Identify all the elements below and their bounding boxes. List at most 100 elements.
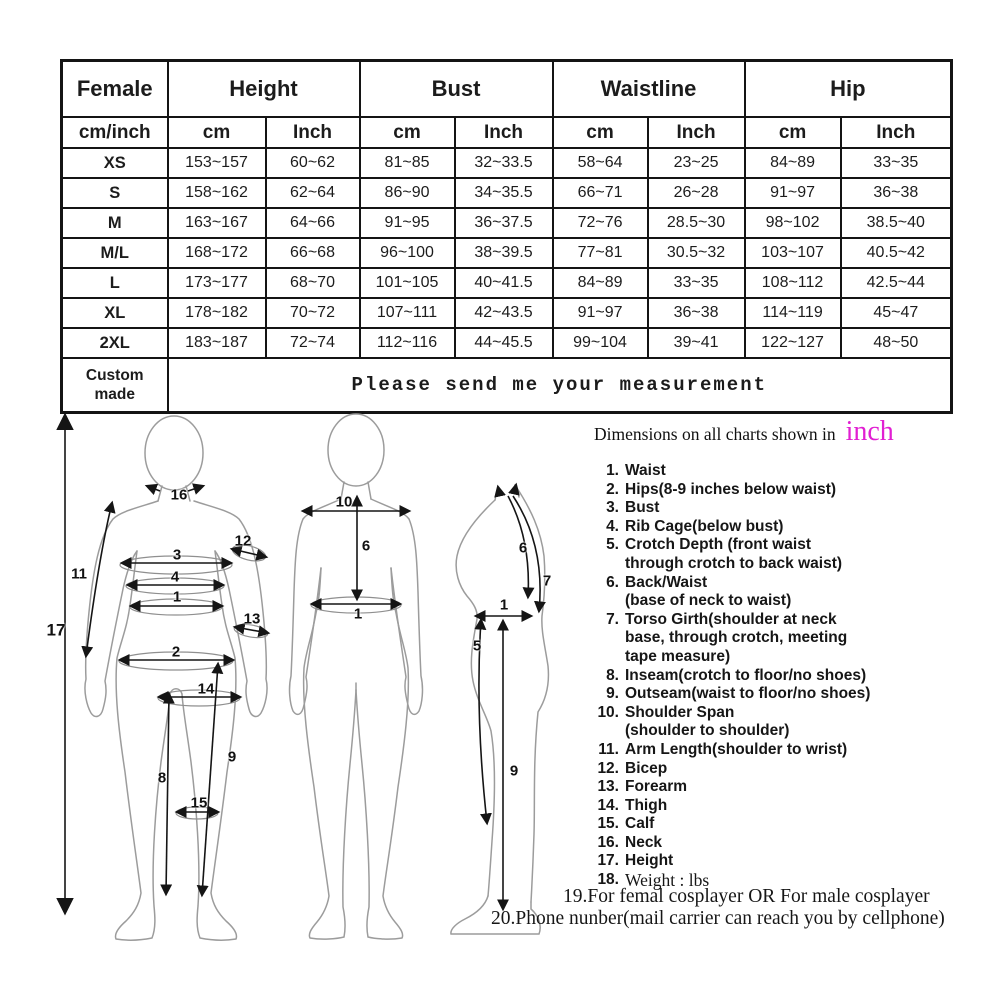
table-cell: 173~177 — [166, 267, 267, 299]
size-label: XL — [60, 297, 169, 329]
legend-item: 8. Inseam(crotch to floor/no shoes) — [592, 667, 992, 686]
legend-item-number: 5. — [606, 536, 619, 554]
legend-item-number: 13. — [597, 778, 619, 796]
legend-item-number: 11. — [598, 740, 619, 758]
table-cell: 45~47 — [839, 297, 953, 329]
table-cell: 66~68 — [264, 237, 361, 269]
table-cell: 33~35 — [646, 267, 746, 299]
table-corner-cell: Female — [60, 59, 169, 118]
unit-label-cell: cm/inch — [60, 116, 169, 149]
figure-measure-number: 7 — [542, 572, 552, 590]
legend-item-number: 10. — [597, 703, 619, 721]
inch-highlight: inch — [845, 416, 894, 447]
table-cell: 66~71 — [551, 177, 649, 209]
custom-made-row: Custom made Please send me your measurem… — [60, 357, 953, 414]
table-cell: 99~104 — [551, 327, 649, 359]
legend-item: 2. Hips(8-9 inches below waist) — [592, 481, 992, 500]
legend-item: 4. Rib Cage(below bust) — [592, 518, 992, 537]
legend-item: 17. Height — [592, 852, 992, 871]
back-measure-arrows — [300, 494, 412, 610]
size-label: L — [60, 267, 169, 299]
figure-measure-number: 9 — [509, 762, 519, 780]
legend-item-text: Outseam(waist to floor/no shoes) — [625, 685, 871, 703]
column-group-height: Height — [166, 59, 361, 118]
legend-line-20: 20.Phone nunber(mail carrier can reach y… — [491, 908, 945, 929]
table-cell: 91~97 — [551, 297, 649, 329]
figure-measure-number: 8 — [157, 769, 167, 787]
table-cell: 62~64 — [264, 177, 361, 209]
table-cell: 112~116 — [358, 327, 456, 359]
legend-item-text: Shoulder Span (shoulder to shoulder) — [625, 703, 790, 740]
legend-item-number: 17. — [597, 852, 619, 870]
table-cell: 77~81 — [551, 237, 649, 269]
legend-item-number: 2. — [606, 480, 619, 498]
legend-item-number: 14. — [597, 796, 619, 814]
figure-measure-number: 15 — [190, 794, 208, 812]
figure-measure-number: 6 — [518, 539, 528, 557]
legend-item-number: 12. — [597, 759, 619, 777]
legend-item-number: 9. — [606, 685, 619, 703]
table-row: M/L 168~172 66~68 96~100 38~39.5 77~81 30.5~32… — [60, 237, 953, 269]
table-cell: 96~100 — [358, 237, 456, 269]
unit-cell: Inch — [839, 116, 953, 149]
legend-item: 5. Crotch Depth (front waist through crotc… — [592, 536, 992, 573]
table-cell: 23~25 — [646, 147, 746, 179]
dimensions-note: Dimensions on all charts shown in inch — [594, 416, 894, 448]
unit-cell: Inch — [453, 116, 554, 149]
dimensions-note-text: Dimensions on all charts shown in — [594, 424, 836, 444]
legend-item-text: Inseam(crotch to floor/no shoes) — [625, 666, 867, 684]
table-cell: 108~112 — [743, 267, 842, 299]
legend-item-number: 8. — [606, 666, 619, 684]
table-cell: 84~89 — [743, 147, 842, 179]
size-label: 2XL — [60, 327, 169, 359]
figure-measure-number: 16 — [170, 486, 188, 504]
table-cell: 40.5~42 — [839, 237, 953, 269]
table-cell: 122~127 — [743, 327, 842, 359]
table-cell: 34~35.5 — [453, 177, 554, 209]
legend-item: 14. Thigh — [592, 797, 992, 816]
table-cell: 178~182 — [166, 297, 267, 329]
figure-measure-number: 11 — [71, 565, 87, 583]
legend-item-text: Arm Length(shoulder to wrist) — [625, 740, 848, 758]
figure-measure-number: 9 — [227, 748, 237, 766]
figure-measure-number: 13 — [243, 610, 261, 628]
table-cell: 163~167 — [166, 207, 267, 239]
unit-cell: cm — [166, 116, 267, 149]
table-cell: 64~66 — [264, 207, 361, 239]
legend-item-text: Neck — [625, 833, 663, 851]
front-measure-arrows — [56, 412, 271, 916]
legend-item-text: Rib Cage(below bust) — [625, 517, 784, 535]
back-figure — [288, 413, 424, 940]
unit-cell: Inch — [646, 116, 746, 149]
legend-item-text: Forearm — [625, 778, 688, 796]
table-cell: 91~95 — [358, 207, 456, 239]
table-cell: 36~38 — [839, 177, 953, 209]
table-cell: 91~97 — [743, 177, 842, 209]
table-cell: 38.5~40 — [839, 207, 953, 239]
size-label: M/L — [60, 237, 169, 269]
table-row: M 163~167 64~66 91~95 36~37.5 72~76 28.5~30 98~… — [60, 207, 953, 239]
custom-made-note: Please send me your measurement — [166, 357, 953, 414]
custom-made-line2: made — [94, 386, 136, 403]
legend-item-number: 6. — [606, 573, 619, 591]
legend-item-text: Crotch Depth (front waist through crotch … — [625, 536, 843, 572]
table-row: L 173~177 68~70 101~105 40~41.5 84~89 33~35 108… — [60, 267, 953, 299]
figure-measure-number: 6 — [361, 537, 371, 555]
figure-measure-number: 17 — [46, 620, 66, 640]
table-cell: 28.5~30 — [646, 207, 746, 239]
figure-measure-number: 5 — [472, 637, 482, 655]
table-cell: 33~35 — [839, 147, 953, 179]
measurement-legend: 1. Waist 2. Hips(8-9 inches below waist) 3. B… — [592, 462, 992, 890]
table-row: 2XL 183~187 72~74 112~116 44~45.5 99~104 39~41… — [60, 327, 953, 359]
table-cell: 48~50 — [839, 327, 953, 359]
table-cell: 58~64 — [551, 147, 649, 179]
legend-item-number: 7. — [606, 610, 619, 628]
legend-item-number: 16. — [597, 833, 619, 851]
figure-measure-number: 10 — [335, 493, 353, 511]
table-cell: 98~102 — [743, 207, 842, 239]
column-group-waistline: Waistline — [551, 59, 746, 118]
legend-item: 7. Torso Girth(shoulder at neck base, thro… — [592, 611, 992, 667]
column-group-bust: Bust — [358, 59, 554, 118]
legend-item-text: Hips(8-9 inches below waist) — [625, 480, 837, 498]
legend-item-number: 4. — [606, 517, 619, 535]
